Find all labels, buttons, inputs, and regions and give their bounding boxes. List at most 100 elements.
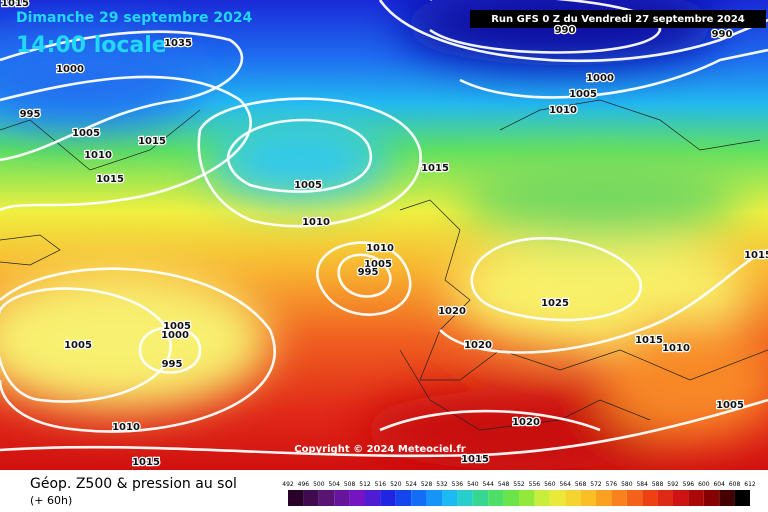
legend-tick-label: 536 (452, 481, 464, 488)
legend-tick-label: 572 (590, 481, 602, 488)
isobar-label: 1005 (163, 321, 191, 332)
legend-tick-label: 608 (729, 481, 741, 488)
run: Run GFS 0 Z du Vendredi 27 septembre 202… (491, 14, 745, 25)
isobar-label: 1015 (421, 163, 449, 174)
coastlines (0, 99, 768, 431)
legend-swatch (519, 490, 535, 506)
isobar-label: 990 (712, 29, 733, 40)
legend-tick-label: 512 (359, 481, 371, 488)
legend-tick-label: 496 (298, 481, 310, 488)
legend-swatch (318, 490, 335, 506)
legend-tick-label: 544 (482, 481, 494, 488)
isobar-label: 1000 (56, 64, 84, 75)
legend-tick-label: 612 (744, 481, 756, 488)
legend-tick-label: 580 (621, 481, 633, 488)
footer-lead: (+ 60h) (30, 494, 72, 507)
legend-tick-label: 568 (575, 481, 587, 488)
isobar-label: 1015 (1, 0, 29, 9)
legend-tick-label: 508 (344, 481, 356, 488)
legend-swatch (503, 490, 519, 506)
isobar-label: 1025 (541, 298, 569, 309)
legend-swatch (549, 490, 566, 506)
legend-swatch (580, 490, 596, 506)
isobar-label: 1005 (72, 128, 100, 139)
legend-tick-label: 532 (436, 481, 448, 488)
legend-tick-label: 596 (683, 481, 695, 488)
isobar-label: 995 (20, 109, 41, 120)
legend-tick-label: 584 (636, 481, 648, 488)
legend-tick-label: 600 (698, 481, 710, 488)
isobar-label: 990 (555, 25, 576, 36)
legend-swatch (303, 490, 319, 506)
isobar-label: 1010 (662, 343, 690, 354)
legend-tick-label: 604 (713, 481, 725, 488)
isobar-label: 1005 (716, 400, 744, 411)
legend-swatch (534, 490, 550, 506)
legend-tick-label: 592 (667, 481, 679, 488)
footer-title: Géop. Z500 & pression au sol (30, 476, 237, 492)
isobar-label: 1015 (744, 250, 768, 261)
isobar-label: 1005 (64, 340, 92, 351)
legend-tick-label: 492 (282, 481, 294, 488)
isobar-label: 1020 (438, 306, 466, 317)
legend-swatch (472, 490, 489, 506)
isobar-label: 1035 (164, 38, 192, 49)
legend-swatch (349, 490, 365, 506)
isobar-label: 1010 (84, 150, 112, 161)
isobar-label: 1010 (366, 243, 394, 254)
legend-tick-label: 504 (328, 481, 340, 488)
legend-swatch (334, 490, 350, 506)
legend-tick-label: 524 (405, 481, 417, 488)
isobar-label: 1020 (464, 340, 492, 351)
legend-swatch (288, 490, 304, 506)
isobar-label: 1015 (635, 335, 663, 346)
legend-tick-label: 528 (421, 481, 433, 488)
legend-swatch (673, 490, 689, 506)
legend-tick-label: 588 (652, 481, 664, 488)
copyright: Copyright © 2024 Meteociel.fr (294, 444, 465, 455)
legend-swatch (365, 490, 381, 506)
isobar-label: 1015 (461, 454, 489, 465)
legend-swatch (488, 490, 504, 506)
isobar-label: 1015 (138, 136, 166, 147)
isobar-label: 1015 (132, 457, 160, 468)
legend-tick-label: 548 (498, 481, 510, 488)
time: 14:00 locale (16, 33, 167, 58)
isobar-label: 1020 (512, 417, 540, 428)
legend-swatch (611, 490, 627, 506)
legend-swatch (426, 490, 442, 506)
isobar-label: 1010 (112, 422, 140, 433)
isobar-label: 995 (162, 359, 183, 370)
legend-tick-label: 564 (559, 481, 571, 488)
legend-swatch (642, 490, 658, 506)
isobar-label: 1015 (96, 174, 124, 185)
legend-tick-label: 552 (513, 481, 525, 488)
legend-tick-label: 520 (390, 481, 402, 488)
date: Dimanche 29 septembre 2024 (16, 10, 253, 26)
legend-tick-label: 516 (375, 481, 387, 488)
legend-swatch (442, 490, 458, 506)
legend-swatch (565, 490, 581, 506)
legend-swatch (411, 490, 427, 506)
isobars (0, 0, 768, 456)
legend-swatch (457, 490, 473, 506)
legend-swatch (626, 490, 643, 506)
legend-swatch (688, 490, 704, 506)
isobar-labels: 1015103510009951005101010151015100510101… (0, 0, 768, 469)
isobar-label: 1010 (302, 217, 330, 228)
isobar-label: 1010 (549, 105, 577, 116)
legend-swatch (380, 490, 396, 506)
isobar-label: 1005 (294, 180, 322, 191)
isobar-label: 1000 (161, 330, 189, 341)
legend-swatch (395, 490, 412, 506)
legend-swatch (734, 490, 750, 506)
color-legend: 492 496 500 504 508 512 516 520 524 528 532 536 540 5… (282, 481, 756, 506)
legend-tick-label: 540 (467, 481, 479, 488)
legend-swatch (596, 490, 612, 506)
legend-tick-label: 576 (606, 481, 618, 488)
legend-tick-label: 556 (529, 481, 541, 488)
isobar-label: 995 (358, 267, 379, 278)
legend-swatch (719, 490, 735, 506)
